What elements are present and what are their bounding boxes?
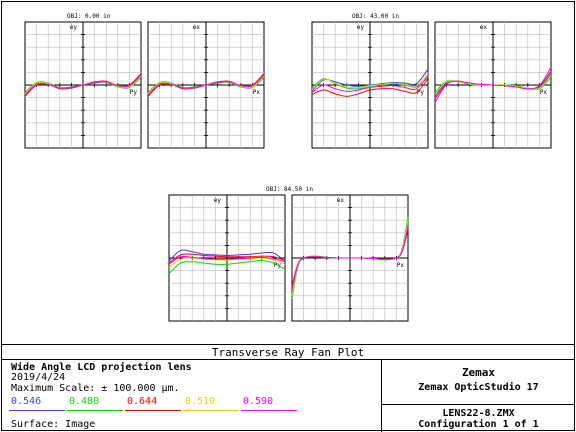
y-axis-label: ey <box>70 24 78 31</box>
series-line-0.590 <box>434 67 552 103</box>
lens-info: Wide Angle LCD projection lens 2019/4/24… <box>1 360 382 432</box>
y-axis-label: ey <box>214 197 222 204</box>
series-line-0.590 <box>168 255 286 265</box>
x-axis-label: Px <box>253 89 261 96</box>
x-axis-label: Py <box>130 89 138 96</box>
wavelength-0.510: 0.510 <box>185 396 216 407</box>
wavelength-swatch-0.510 <box>183 410 239 411</box>
series-line-0.546 <box>311 68 429 92</box>
lens-date: 2019/4/24 <box>11 372 66 383</box>
fan-plot-ey-field-2: ey Py <box>311 21 429 149</box>
fan-plot-ey-field-1: ey Py <box>24 21 142 149</box>
series-line-0.510 <box>168 257 286 268</box>
surface-label: Surface: Image <box>11 419 96 430</box>
x-axis-label: Px <box>540 89 548 96</box>
y-axis-label: ey <box>357 24 365 31</box>
x-axis-label: Px <box>397 262 405 269</box>
program-info: Zemax Zemax OpticStudio 17 LENS22-8.ZMX … <box>382 360 575 432</box>
y-axis-label: ex <box>193 24 201 31</box>
field-label-3: OBJ: 84.50 in <box>266 186 313 193</box>
lens-title: Wide Angle LCD projection lens <box>11 362 192 373</box>
wavelength-0.480: 0.480 <box>69 396 100 407</box>
wavelength-0.590: 0.590 <box>243 396 274 407</box>
info-block: Transverse Ray Fan Plot Wide Angle LCD p… <box>1 344 575 432</box>
company-name: Zemax <box>461 366 496 379</box>
fan-plot-ex-field-2: ex Px <box>434 21 552 149</box>
series-line-0.590 <box>291 226 409 290</box>
wavelength-swatch-0.590 <box>241 410 297 411</box>
divider <box>382 404 575 405</box>
fan-plot-ex-field-1: ex Px <box>147 21 265 149</box>
series-line-0.590 <box>24 74 142 96</box>
wavelength-swatch-0.644 <box>125 410 181 411</box>
wavelength-swatch-0.480 <box>67 410 123 411</box>
wavelength-0.644: 0.644 <box>127 396 158 407</box>
plot-title: Transverse Ray Fan Plot <box>1 345 575 360</box>
series-line-0.480 <box>168 259 286 275</box>
series-line-0.510 <box>311 73 429 91</box>
x-axis-label: Py <box>417 89 425 96</box>
wavelength-0.546: 0.546 <box>11 396 42 407</box>
file-name: LENS22-8.ZMX <box>442 408 515 419</box>
series-line-0.644 <box>311 78 429 97</box>
product-name: Zemax OpticStudio 17 <box>418 382 539 393</box>
series-line-0.590 <box>147 74 265 96</box>
fan-plot-ex-field-3: ex Px <box>291 194 409 322</box>
max-scale: Maximum Scale: ± 100.000 µm. <box>11 383 180 394</box>
field-label-1: OBJ: 0.00 in <box>67 13 111 20</box>
series-line-0.546 <box>168 249 286 262</box>
y-axis-label: ex <box>337 197 345 204</box>
configuration-label: Configuration 1 of 1 <box>418 419 539 430</box>
series-line-0.590 <box>311 75 429 93</box>
wavelength-swatch-0.546 <box>9 410 65 411</box>
y-axis-label: ex <box>480 24 488 31</box>
field-label-2: OBJ: 43.00 in <box>352 13 399 20</box>
series-line-0.644 <box>168 253 286 264</box>
